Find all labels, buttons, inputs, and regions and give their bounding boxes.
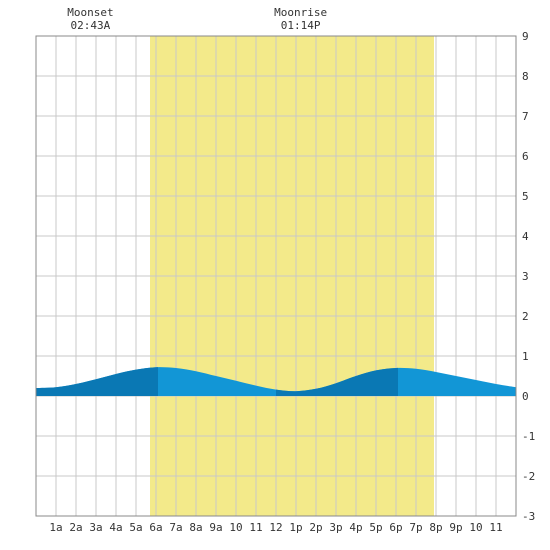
- x-tick-label: 3p: [329, 521, 342, 534]
- x-tick-label: 5a: [129, 521, 142, 534]
- y-tick-label: 3: [522, 270, 529, 283]
- x-tick-label: 4p: [349, 521, 362, 534]
- x-tick-label: 11: [489, 521, 502, 534]
- grid-lines: [36, 36, 516, 516]
- x-tick-label: 9a: [209, 521, 222, 534]
- y-tick-label: 9: [522, 30, 529, 43]
- y-tick-label: -1: [522, 430, 535, 443]
- x-tick-label: 2p: [309, 521, 322, 534]
- x-tick-label: 8p: [429, 521, 442, 534]
- x-tick-labels: 1a 2a 3a 4a 5a 6a 7a 8a 9a 10 11 12 1p 2p 3p 4p 5p 6p 7p 8p…: [49, 521, 502, 534]
- plot-border: [35, 35, 517, 517]
- y-tick-label: 6: [522, 150, 529, 163]
- x-tick-label: 7p: [409, 521, 422, 534]
- x-tick-label: 1a: [49, 521, 62, 534]
- x-tick-label: 7a: [169, 521, 182, 534]
- moon-annotation-time: 02:43A: [71, 19, 111, 32]
- x-tick-label: 10: [469, 521, 482, 534]
- y-tick-label: -3: [522, 510, 535, 523]
- moon-annotation-name: Moonset: [67, 6, 113, 19]
- y-tick-label: 1: [522, 350, 529, 363]
- y-tick-label: 0: [522, 390, 529, 403]
- y-tick-label: 4: [522, 230, 529, 243]
- x-tick-label: 6p: [389, 521, 402, 534]
- x-tick-label: 12: [269, 521, 282, 534]
- x-tick-label: 6a: [149, 521, 162, 534]
- moon-annotation-name: Moonrise: [274, 6, 327, 19]
- y-tick-label: 2: [522, 310, 529, 323]
- x-tick-label: 2a: [69, 521, 82, 534]
- y-tick-labels: -3 -2 -1 0 1 2 3 4 5 6 7 8 9: [522, 30, 535, 523]
- x-tick-label: 3a: [89, 521, 102, 534]
- x-tick-label: 8a: [189, 521, 202, 534]
- y-tick-label: 8: [522, 70, 529, 83]
- x-tick-label: 4a: [109, 521, 122, 534]
- x-tick-label: 10: [229, 521, 242, 534]
- x-tick-label: 5p: [369, 521, 382, 534]
- x-tick-label: 1p: [289, 521, 302, 534]
- x-tick-label: 11: [249, 521, 262, 534]
- y-tick-label: -2: [522, 470, 535, 483]
- plot-frame: [35, 35, 517, 517]
- y-tick-label: 5: [522, 190, 529, 203]
- x-tick-label: 9p: [449, 521, 462, 534]
- moon-annotation-time: 01:14P: [281, 19, 321, 32]
- y-tick-label: 7: [522, 110, 529, 123]
